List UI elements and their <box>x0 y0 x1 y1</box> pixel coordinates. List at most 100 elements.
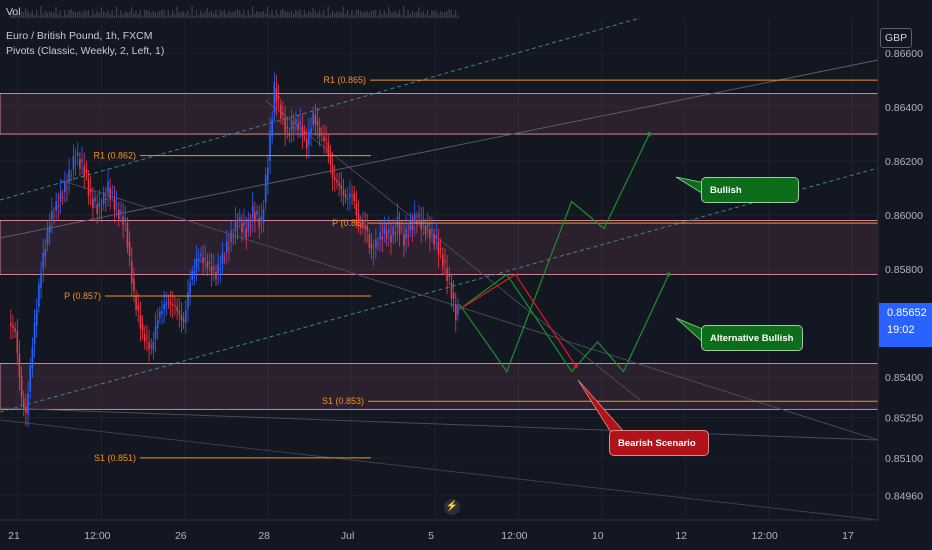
pivots-indicator-label[interactable]: Pivots (Classic, Weekly, 2, Left, 1) <box>6 45 165 57</box>
candle-body <box>70 175 73 177</box>
volume-bar <box>357 9 360 18</box>
candle-body <box>342 189 345 196</box>
candle-body <box>381 236 384 240</box>
volume-bar <box>122 13 124 18</box>
candle-body <box>228 247 230 249</box>
candle-body <box>72 156 75 170</box>
volume-bar <box>150 12 152 18</box>
volume-bar <box>264 13 267 18</box>
candle-body <box>55 201 57 211</box>
candle-body <box>53 215 55 217</box>
candle-body <box>113 198 116 211</box>
volume-bar <box>329 14 331 18</box>
candle-body <box>277 96 280 99</box>
volume-bar <box>368 12 370 18</box>
scenario-arrowhead <box>573 364 578 369</box>
candle-body <box>426 222 429 228</box>
volume-bar <box>85 10 87 18</box>
volume-bar <box>98 12 100 18</box>
candle-body <box>213 267 215 269</box>
symbol-title[interactable]: Euro / British Pound, 1h, FXCM <box>6 30 153 42</box>
volume-bar <box>161 9 163 18</box>
candle-body <box>150 345 152 348</box>
bearish-scenario-callout: Bearish Scenario <box>609 430 709 456</box>
trend-line <box>59 179 879 441</box>
volume-bar <box>375 10 377 18</box>
candle-body <box>87 179 90 196</box>
volume-bar <box>388 7 390 18</box>
price-tick-label: 0.86600 <box>885 48 923 60</box>
candle-body <box>174 305 176 307</box>
volume-bar <box>407 10 409 18</box>
candle-body <box>383 225 386 234</box>
candle-body <box>368 234 371 248</box>
volume-bar <box>273 15 275 18</box>
candle-body <box>288 134 291 136</box>
volume-bar <box>178 12 180 18</box>
candle-body <box>182 318 185 322</box>
volume-bar <box>442 12 444 18</box>
candle-body <box>152 341 155 350</box>
candle-body <box>243 221 245 226</box>
candle-body <box>124 217 127 220</box>
volume-bar <box>35 10 38 18</box>
time-tick-label: 12 <box>675 530 687 542</box>
candle-body <box>314 115 317 125</box>
volume-bar <box>16 10 18 18</box>
volume-bar <box>130 7 133 18</box>
volume-bar <box>359 10 362 18</box>
candle-body <box>316 121 319 126</box>
candle-body <box>394 232 397 234</box>
volume-bar <box>105 12 107 18</box>
volume-bar <box>215 10 217 18</box>
candle-body <box>89 188 92 193</box>
candle-body <box>232 236 235 238</box>
candle-body <box>193 270 196 274</box>
volume-bar <box>435 10 437 18</box>
candle-body <box>336 179 338 183</box>
price-tick-label: 0.84960 <box>885 491 923 503</box>
candle-body <box>400 227 403 229</box>
candle-body <box>141 324 144 330</box>
candle-body <box>396 216 399 228</box>
candle-body <box>172 304 174 306</box>
candle-body <box>403 233 405 246</box>
volume-bar <box>394 10 396 18</box>
candle-body <box>35 310 38 326</box>
volume-bar <box>448 9 450 18</box>
volume-bar <box>124 10 126 18</box>
volume-bar <box>27 10 29 18</box>
candle-body <box>411 225 414 230</box>
candle-body <box>27 393 29 415</box>
supply-demand-zone <box>0 93 879 135</box>
currency-badge[interactable]: GBP <box>880 28 912 48</box>
supply-demand-zone <box>0 363 879 410</box>
candle-body <box>59 191 62 202</box>
candle-body <box>444 260 446 263</box>
candle-body <box>206 261 209 268</box>
candle-body <box>297 124 299 130</box>
scenario-path <box>458 273 577 367</box>
time-tick-label: 12:00 <box>84 530 110 542</box>
volume-bar <box>403 6 405 18</box>
candle-body <box>46 228 49 245</box>
volume-bar <box>314 11 316 18</box>
candle-body <box>256 210 258 216</box>
candle-body <box>331 165 334 178</box>
trend-line <box>264 99 641 401</box>
volume-bar <box>454 10 457 18</box>
candle-body <box>398 223 401 235</box>
volume-bar <box>420 12 422 18</box>
volume-bar <box>236 8 239 18</box>
volume-bar <box>128 11 131 18</box>
candle-body <box>64 181 66 193</box>
volume-bar <box>396 13 398 18</box>
candle-body <box>202 257 204 264</box>
candle-body <box>264 175 267 203</box>
volume-legend[interactable]: Vol <box>6 6 21 18</box>
lightning-icon[interactable]: ⚡ <box>444 499 460 515</box>
grid-lines <box>0 18 878 520</box>
volume-bar <box>267 6 269 18</box>
